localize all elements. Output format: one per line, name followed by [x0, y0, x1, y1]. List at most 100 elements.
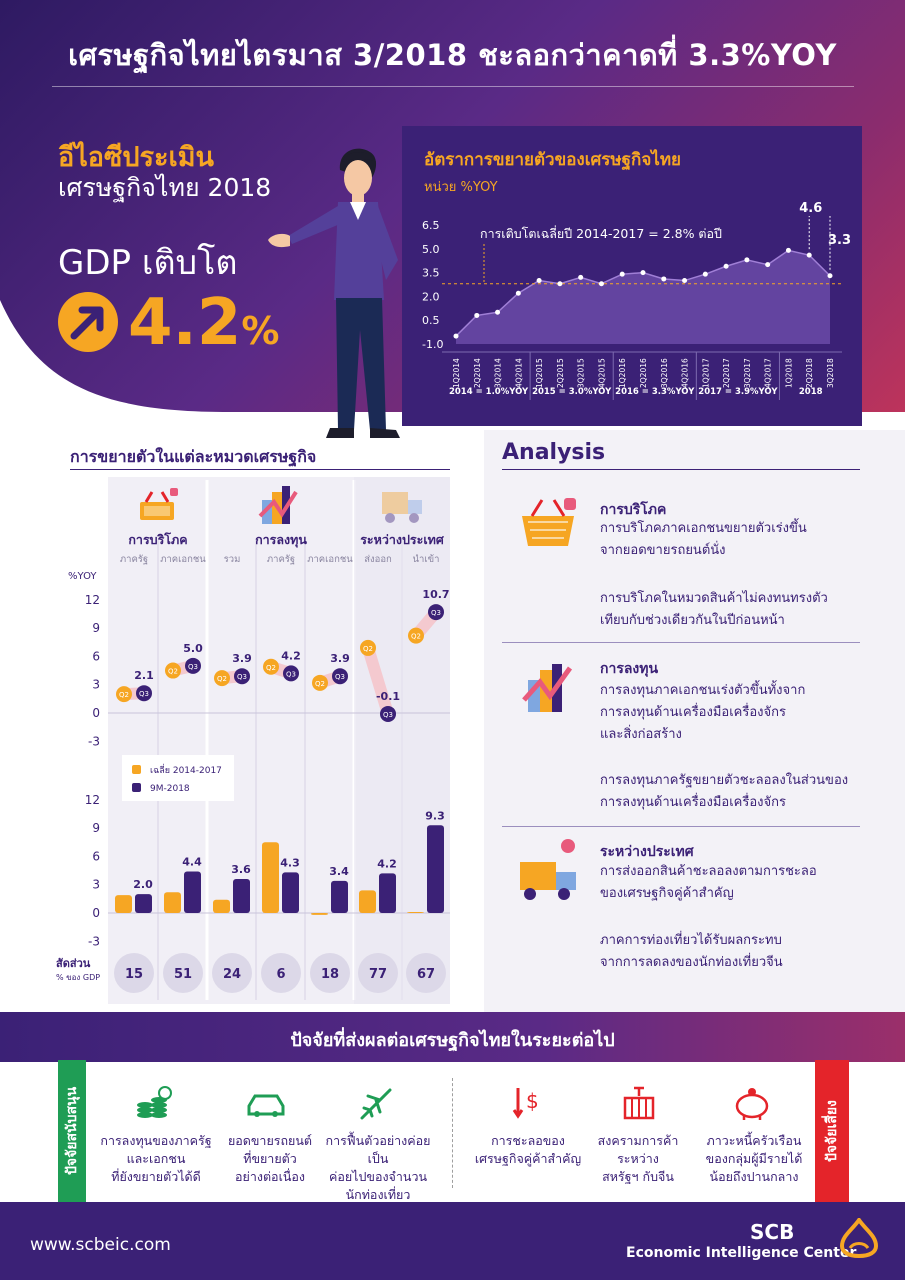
- group-header: การบริโภค: [128, 532, 187, 547]
- category-label: รวม: [224, 554, 241, 565]
- y-tick-label: 3.5: [422, 267, 440, 280]
- dollar-down-icon: $: [512, 1088, 539, 1119]
- y-tick-label: 9: [92, 821, 100, 835]
- data-point: [578, 274, 584, 280]
- factor-line: ระหว่าง: [617, 1151, 659, 1166]
- x-tick-label: 4Q2016: [681, 358, 690, 388]
- y-tick-label: 2.0: [422, 290, 440, 303]
- bar-avg: [407, 912, 424, 914]
- q2-tag: Q2: [266, 664, 276, 672]
- data-point: [619, 271, 625, 277]
- bar-ytd: [184, 871, 201, 913]
- bar-avg: [359, 890, 376, 913]
- q3-point: [136, 685, 152, 702]
- share-value: 77: [369, 967, 387, 982]
- y-tick-label: 12: [85, 593, 100, 607]
- factor-line: ที่ขยายตัว: [243, 1151, 297, 1166]
- container-crane-icon: [623, 1086, 655, 1120]
- share-value: 51: [174, 967, 192, 982]
- share-value: 67: [417, 967, 435, 982]
- data-point: [453, 333, 459, 339]
- q2-tag: Q2: [411, 633, 421, 641]
- arrow-up-right-icon: [58, 292, 118, 352]
- piggy-bank-icon: [735, 1088, 769, 1120]
- y-tick-label: 6: [92, 649, 100, 663]
- x-tick-label: 3Q2017: [743, 358, 752, 388]
- svg-text:$: $: [526, 1089, 539, 1113]
- share-circle: [406, 953, 446, 993]
- sector-title-divider: [70, 469, 450, 470]
- q2-tag: Q2: [168, 668, 178, 676]
- y-tick-label: 6: [92, 849, 100, 863]
- y-tick-label: 0: [92, 706, 100, 720]
- eic-label: อีไอซีประเมิน: [58, 142, 214, 173]
- factors-divider: [452, 1078, 453, 1188]
- category-label: ภาคเอกชน: [160, 554, 206, 565]
- data-point: [474, 312, 480, 318]
- data-point: [536, 278, 542, 284]
- x-tick-label: 4Q2017: [764, 358, 773, 388]
- q2-tag: Q2: [119, 691, 129, 699]
- factor-line: การชะลอของ: [491, 1133, 565, 1148]
- money-coins-icon: [137, 1086, 172, 1118]
- bar-value-label: 4.4: [182, 855, 202, 868]
- y-tick-label: 0.5: [422, 314, 440, 327]
- bar-value-label: 3.4: [329, 865, 349, 878]
- analysis-investment-text: การลงทุนภาคเอกชนเร่งตัวขึ้นทั้งจาก การลง…: [600, 680, 805, 746]
- analysis-title: Analysis: [502, 440, 606, 465]
- q3-tag: Q3: [383, 711, 393, 719]
- x-tick-label: 2Q2018: [805, 358, 814, 388]
- factor-line: อย่างต่อเนื่อง: [234, 1169, 305, 1184]
- q3-tag: Q3: [188, 663, 198, 671]
- bar-value-label: 2.0: [133, 878, 153, 891]
- analysis-divider: [502, 642, 860, 643]
- x-tick-label: 3Q2014: [494, 358, 503, 388]
- gdp-value-number: 4.2: [128, 286, 242, 360]
- factor-line: ค่อยไปของจำนวน: [328, 1169, 428, 1184]
- share-circle: [310, 953, 350, 993]
- factor-line: ของกลุ่มผู้มีรายได้: [705, 1151, 803, 1166]
- bar-value-label: 9.3: [425, 809, 445, 822]
- footer-website-link[interactable]: www.scbeic.com: [30, 1235, 171, 1255]
- data-point: [598, 281, 604, 287]
- q3-point: [283, 665, 299, 682]
- gdp-panel-title: อัตราการขยายตัวของเศรษฐกิจไทย: [424, 150, 681, 170]
- share-value: 24: [223, 967, 241, 982]
- legend-swatch-avg: [132, 765, 141, 774]
- bar-ytd: [427, 825, 444, 913]
- share-value: 18: [321, 967, 339, 982]
- analysis-international-text-2: ภาคการท่องเที่ยวได้รับผลกระทบ จากการลดลง…: [600, 930, 783, 974]
- y-tick-label: 0: [92, 906, 100, 920]
- analysis-investment-heading: การลงทุน: [600, 661, 659, 677]
- factor-line: สงครามการค้า: [597, 1133, 679, 1148]
- group-header: ระหว่างประเทศ: [360, 532, 445, 547]
- bar-avg: [311, 913, 328, 915]
- q2-tag: Q2: [363, 645, 373, 653]
- x-tick-label: 2Q2016: [639, 358, 648, 388]
- factor-line: เศรษฐกิจคู่ค้าสำคัญ: [474, 1151, 582, 1166]
- q2-point: [214, 670, 230, 687]
- q2-point: [408, 627, 424, 644]
- risk-factors-bar: ปัจจัยเสี่ยง: [815, 1060, 849, 1202]
- q3-point: [185, 657, 201, 674]
- international-column-bg: [354, 477, 450, 1004]
- x-tick-label: 4Q2014: [514, 358, 523, 388]
- q2-point: [165, 662, 181, 679]
- data-point: [682, 278, 688, 284]
- analysis-line: จากยอดขายรถยนต์นั่ง: [600, 543, 726, 558]
- bar-value-label: 4.2: [377, 857, 397, 870]
- bar-ytd: [233, 879, 250, 913]
- gdp-area-chart: 6.5 5.0 3.5 2.0 0.5 -1.0 การเติบโตเฉลี่ยปี 201…: [422, 201, 851, 400]
- q3-value-label: 3.9: [330, 652, 350, 665]
- footer: [0, 1202, 905, 1280]
- analysis-international-text: การส่งออกสินค้าชะลอลงตามการชะลอ ของเศรษฐ…: [600, 861, 817, 905]
- y-tick-label: 3: [92, 678, 100, 692]
- x-tick-label: 2Q2017: [722, 358, 731, 388]
- car-icon: [247, 1094, 285, 1117]
- support-factors-bar: ปัจจัยสนับสนุน: [58, 1060, 86, 1202]
- bar-avg: [164, 892, 181, 913]
- factor-line: การลงทุนของภาครัฐ: [100, 1133, 212, 1148]
- y-tick-label: -1.0: [422, 338, 443, 351]
- analysis-line: ของเศรษฐกิจคู่ค้าสำคัญ: [600, 886, 734, 901]
- basket-icon: [522, 498, 576, 546]
